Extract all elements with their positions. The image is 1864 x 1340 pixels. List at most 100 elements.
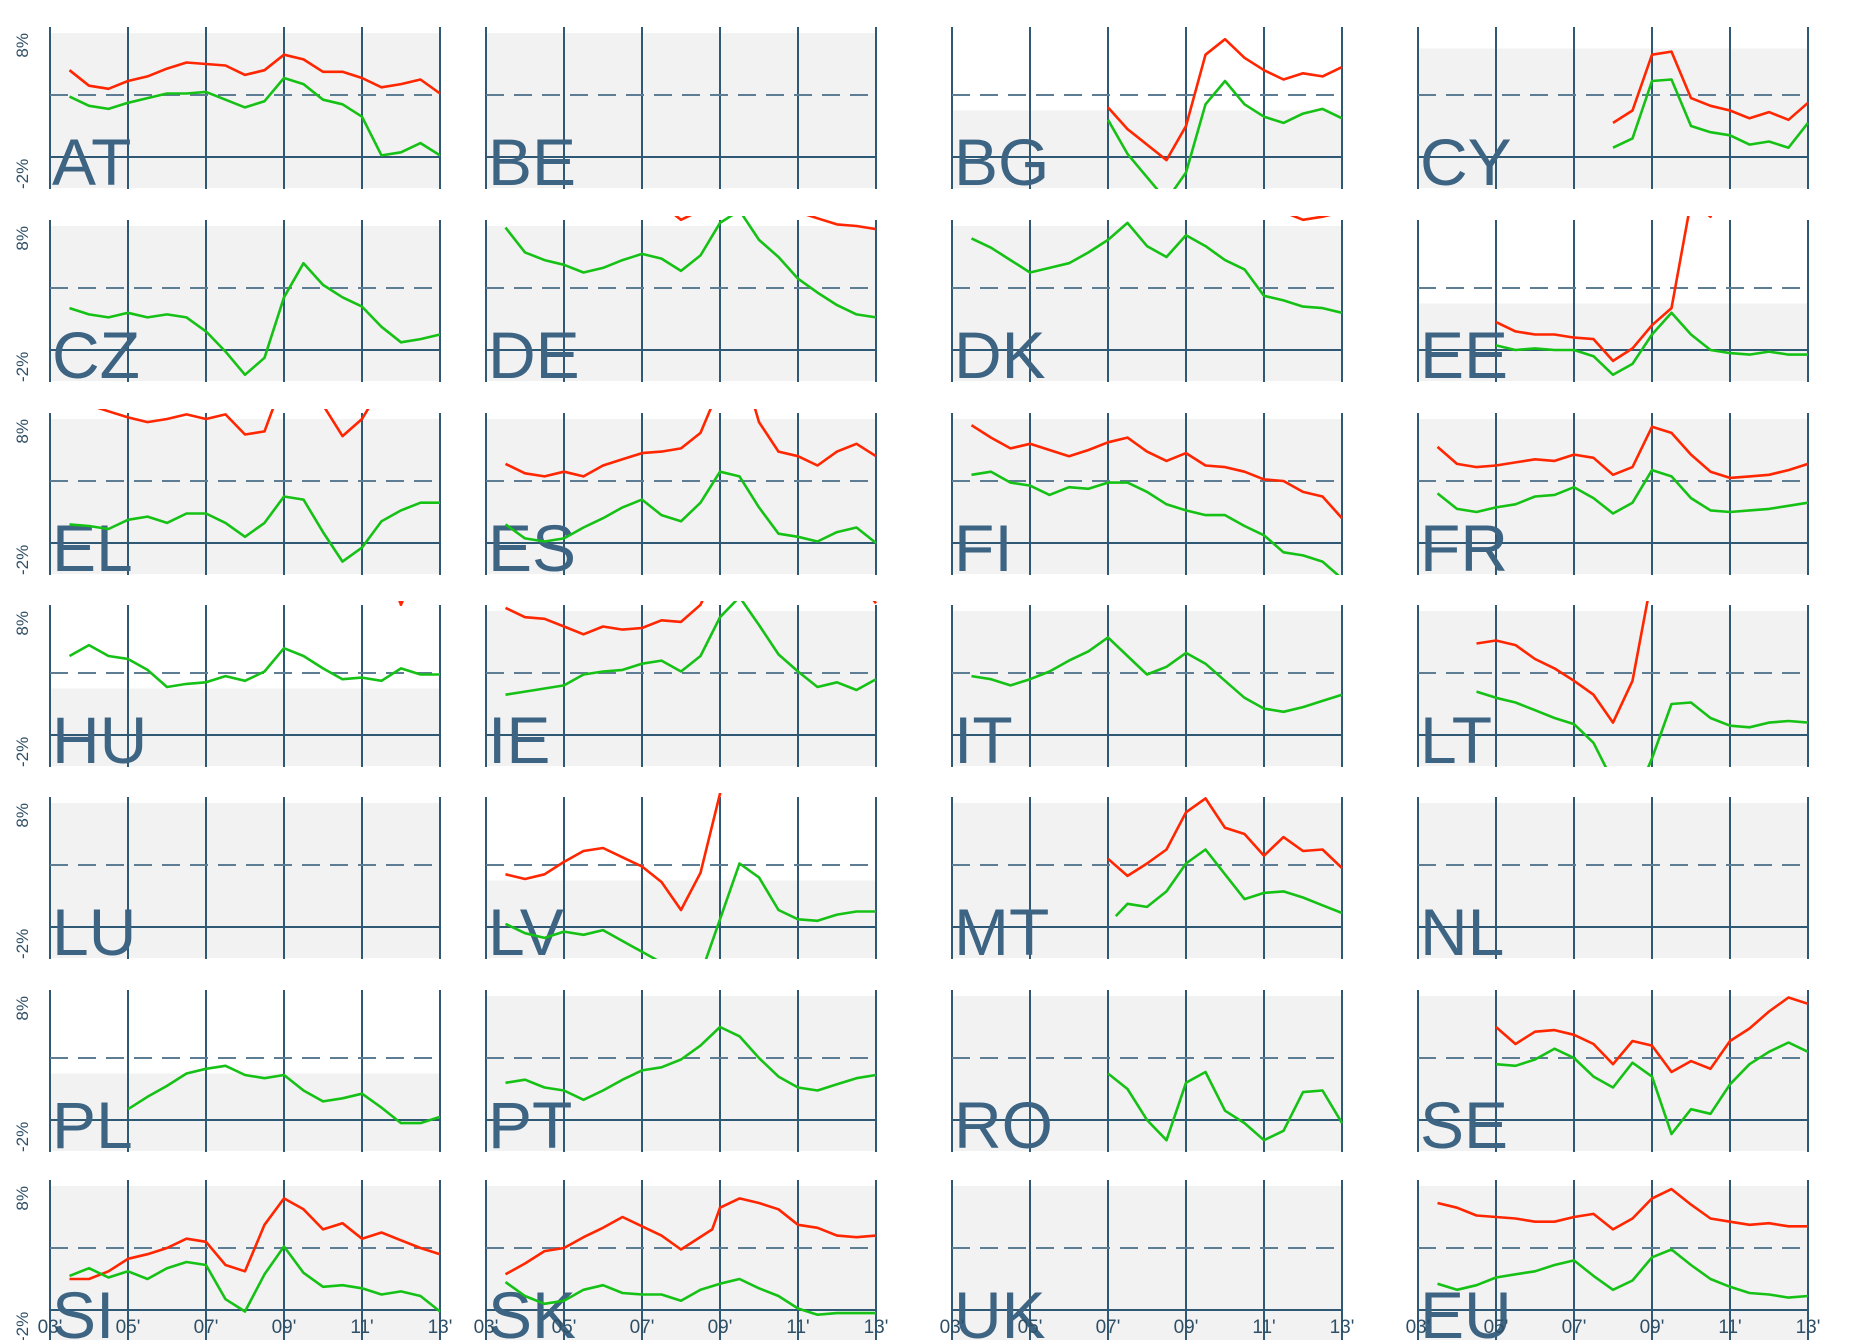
x-tick-label: 07'	[1096, 1317, 1121, 1338]
shaded-band	[1418, 996, 1808, 1151]
x-tick-label: 03'	[474, 1317, 499, 1338]
shaded-band	[952, 1186, 1342, 1340]
panel-cy: CY	[1417, 27, 1810, 199]
country-label: IT	[954, 703, 1013, 777]
y-tick-label: -2%	[13, 159, 32, 189]
shaded-band	[50, 33, 440, 188]
series-green-line	[69, 495, 440, 563]
shaded-band	[50, 803, 440, 958]
panel-ie: IE	[485, 601, 878, 777]
y-tick-label: 8%	[13, 33, 32, 58]
country-label: IE	[488, 703, 550, 777]
y-tick-label: -2%	[13, 737, 32, 767]
series-green-line	[1476, 690, 1809, 767]
country-label: AT	[52, 125, 131, 199]
shaded-band	[486, 33, 876, 188]
panel-hu: HU 8% -2%	[13, 601, 441, 777]
x-tick-label: 05'	[116, 1317, 141, 1338]
shaded-band	[50, 1073, 440, 1151]
country-label: FI	[954, 511, 1013, 585]
y-tick-label: -2%	[13, 352, 32, 382]
country-label: SE	[1420, 1088, 1508, 1162]
y-tick-label: 8%	[13, 996, 32, 1021]
y-tick-label: -2%	[13, 1312, 32, 1340]
series-green-line	[1114, 848, 1343, 917]
series-green-line	[69, 1245, 441, 1313]
series-red-line	[1612, 50, 1809, 124]
x-tick-label: 09'	[708, 1317, 733, 1338]
series-green-line	[1495, 311, 1808, 377]
series-red-line	[1476, 601, 1649, 724]
country-label: SK	[488, 1278, 576, 1340]
country-label: FR	[1420, 511, 1508, 585]
x-tick-label: 05'	[1484, 1317, 1509, 1338]
series-green-line	[68, 76, 441, 157]
panel-at: AT 8% -2%	[13, 27, 441, 199]
panel-lv: LV	[485, 793, 877, 969]
y-tick-label: 8%	[13, 803, 32, 828]
panel-bg: BG	[951, 27, 1343, 199]
x-tick-label: 07'	[194, 1317, 219, 1338]
shaded-band	[486, 996, 876, 1151]
series-red-line	[1495, 216, 1713, 363]
country-label: UK	[954, 1278, 1046, 1340]
series-green-line	[69, 261, 441, 377]
x-tick-label: 11'	[350, 1317, 373, 1338]
series-green-line	[505, 601, 877, 696]
series-red-line	[69, 1197, 441, 1281]
panel-lu: LU 8% -2%	[13, 797, 441, 969]
series-green-line	[504, 862, 876, 959]
shaded-band	[486, 226, 876, 381]
panel-pl: PL 8% -2%	[13, 990, 441, 1162]
series-green-line	[1436, 468, 1809, 515]
panel-fi: FI	[951, 413, 1343, 585]
shaded-band	[1418, 611, 1808, 766]
x-tick-label: 07'	[1562, 1317, 1587, 1338]
x-tick-label: 11'	[1718, 1317, 1741, 1338]
series-green-line	[971, 470, 1340, 575]
y-tick-label: 8%	[13, 611, 32, 636]
country-label: LV	[488, 895, 564, 969]
x-tick-label: 07'	[630, 1317, 655, 1338]
panel-dk: DK	[951, 216, 1343, 392]
y-tick-label: 8%	[13, 1186, 32, 1211]
shaded-band	[486, 419, 876, 574]
x-tick-label: 09'	[1640, 1317, 1665, 1338]
shaded-band	[1418, 419, 1808, 574]
panel-lt: LT	[1417, 601, 1809, 777]
country-label: LU	[52, 895, 136, 969]
series-red-line	[1107, 37, 1343, 162]
series-green-line	[970, 221, 1343, 315]
series-red-line	[1107, 797, 1343, 878]
x-tick-label: 13'	[428, 1317, 453, 1338]
series-red-line	[970, 424, 1343, 520]
panel-fr: FR	[1417, 413, 1809, 585]
panel-cz: CZ 8% -2%	[13, 220, 441, 392]
panel-el: EL8%-2%	[13, 409, 441, 585]
series-red-line	[504, 1197, 877, 1276]
series-green-line	[504, 470, 877, 545]
country-label: NL	[1420, 895, 1504, 969]
country-label: EE	[1420, 318, 1508, 392]
panel-pt: PT	[485, 990, 877, 1162]
panel-se: SE	[1417, 990, 1809, 1162]
x-tick-label: 09'	[1174, 1317, 1199, 1338]
series-green-line	[971, 636, 1343, 714]
x-tick-label: 03'	[1406, 1317, 1431, 1338]
x-tick-label: 11'	[786, 1317, 809, 1338]
shaded-band	[952, 110, 1342, 188]
series-green-line	[504, 216, 877, 319]
country-label: BE	[488, 125, 576, 199]
panel-si: SI 8% -2% 03' 05' 07' 09' 11' 13'	[13, 1180, 452, 1340]
shaded-band	[952, 996, 1342, 1151]
shaded-band	[50, 688, 440, 766]
country-label: SI	[52, 1278, 114, 1340]
country-label: CZ	[52, 318, 140, 392]
country-label: PT	[488, 1088, 572, 1162]
series-red-line	[504, 601, 878, 636]
series-green-line	[1106, 79, 1343, 189]
